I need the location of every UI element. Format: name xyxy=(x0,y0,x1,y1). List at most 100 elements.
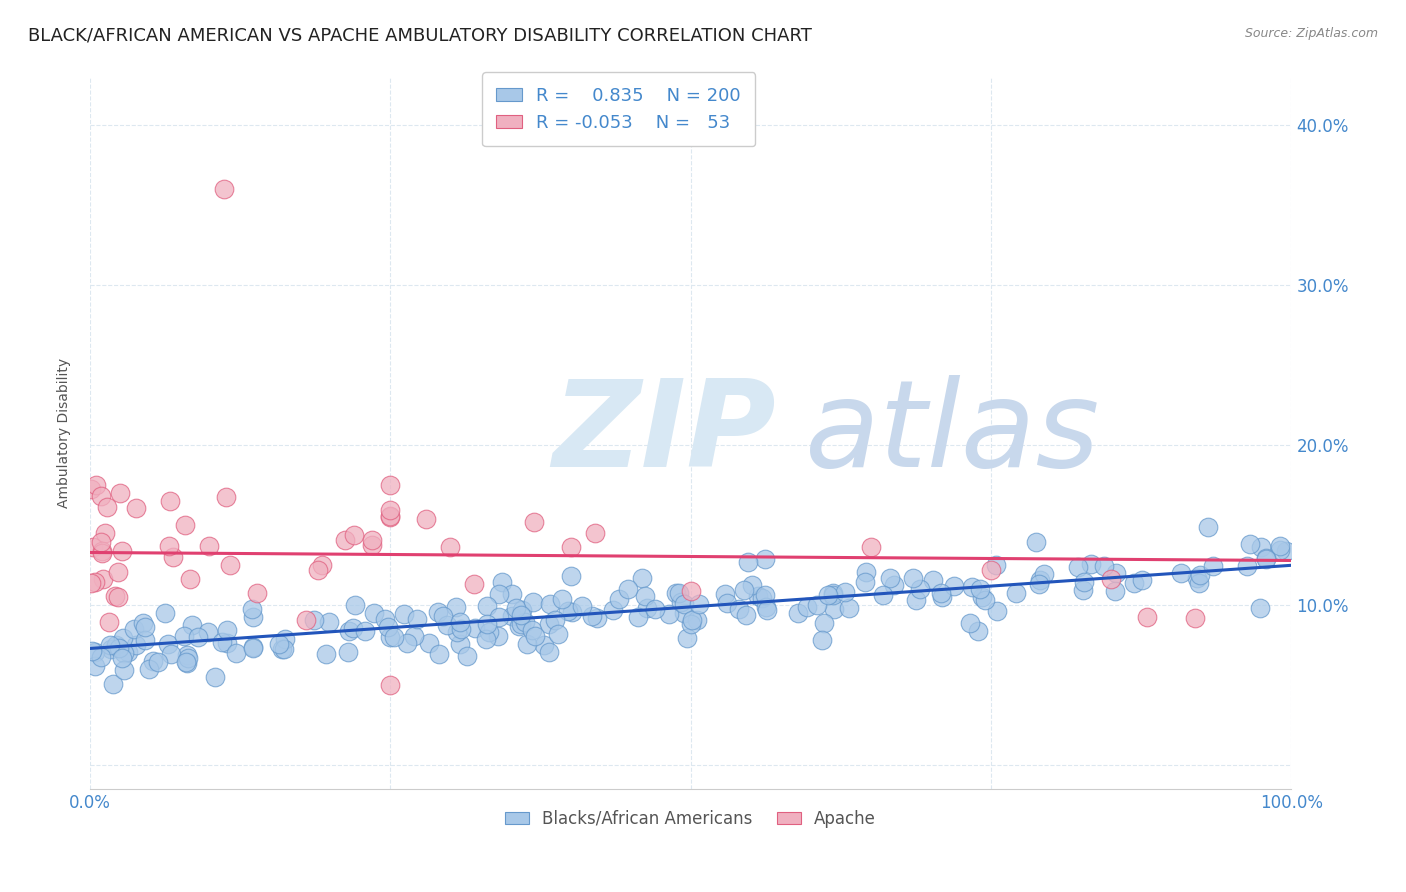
Point xyxy=(813,615,835,630)
Point xyxy=(980,562,1002,576)
Point xyxy=(1071,583,1094,598)
Point xyxy=(1033,567,1056,582)
Point xyxy=(215,623,238,637)
Point xyxy=(908,582,931,597)
Point xyxy=(1123,575,1146,590)
Point xyxy=(392,607,415,621)
Point xyxy=(520,624,543,638)
Point xyxy=(404,629,426,643)
Point xyxy=(872,588,894,602)
Point xyxy=(969,582,991,597)
Point xyxy=(986,604,1008,618)
Point xyxy=(509,608,531,623)
Point xyxy=(98,615,121,629)
Point xyxy=(108,641,131,656)
Point xyxy=(1005,586,1028,600)
Point xyxy=(360,538,382,552)
Point xyxy=(560,540,582,554)
Point xyxy=(523,516,546,530)
Point xyxy=(796,599,818,614)
Point xyxy=(373,612,395,626)
Point xyxy=(157,637,180,651)
Point xyxy=(96,500,118,514)
Point xyxy=(474,632,496,646)
Point xyxy=(333,533,356,547)
Point xyxy=(449,637,471,651)
Point xyxy=(427,647,450,661)
Point xyxy=(107,566,129,580)
Point xyxy=(174,518,197,533)
Point xyxy=(636,601,658,615)
Point xyxy=(132,615,155,630)
Point xyxy=(93,526,115,541)
Point xyxy=(343,528,366,542)
Point xyxy=(786,607,808,621)
Point xyxy=(377,620,399,634)
Point xyxy=(83,658,105,673)
Point xyxy=(755,599,778,614)
Text: BLACK/AFRICAN AMERICAN VS APACHE AMBULATORY DISABILITY CORRELATION CHART: BLACK/AFRICAN AMERICAN VS APACHE AMBULAT… xyxy=(28,27,813,45)
Point xyxy=(101,677,124,691)
Point xyxy=(246,586,269,600)
Point xyxy=(82,644,104,658)
Point xyxy=(672,606,695,620)
Point xyxy=(337,645,360,659)
Point xyxy=(100,642,122,657)
Point xyxy=(450,622,472,636)
Point xyxy=(631,570,654,584)
Point xyxy=(187,630,209,644)
Point xyxy=(486,629,509,643)
Point xyxy=(1268,542,1291,557)
Point xyxy=(747,589,769,603)
Point xyxy=(1073,575,1095,590)
Point xyxy=(415,512,437,526)
Point xyxy=(1105,566,1128,580)
Point xyxy=(155,606,177,620)
Point xyxy=(1130,573,1153,587)
Point xyxy=(112,663,135,677)
Point xyxy=(658,607,681,622)
Point xyxy=(83,645,105,659)
Point xyxy=(686,613,709,627)
Point xyxy=(733,582,755,597)
Point xyxy=(134,633,156,648)
Point xyxy=(342,621,364,635)
Point xyxy=(806,598,828,612)
Point xyxy=(242,610,264,624)
Point xyxy=(179,572,201,586)
Point xyxy=(90,650,112,665)
Point xyxy=(741,578,763,592)
Point xyxy=(522,595,544,609)
Point xyxy=(1188,576,1211,591)
Point xyxy=(444,600,467,615)
Point xyxy=(986,558,1008,573)
Point xyxy=(90,544,112,558)
Point xyxy=(159,494,181,508)
Point xyxy=(1250,540,1272,554)
Point xyxy=(488,587,510,601)
Point xyxy=(380,502,402,516)
Point xyxy=(174,655,197,669)
Point xyxy=(754,552,776,566)
Point xyxy=(138,662,160,676)
Point xyxy=(538,616,561,631)
Point xyxy=(219,558,242,572)
Point xyxy=(734,608,756,623)
Point xyxy=(180,617,202,632)
Point xyxy=(90,489,112,503)
Point xyxy=(354,624,377,639)
Point xyxy=(315,647,337,661)
Point xyxy=(307,563,329,577)
Point xyxy=(1185,571,1208,585)
Point xyxy=(524,630,547,644)
Point xyxy=(571,599,593,613)
Point xyxy=(713,586,735,600)
Point xyxy=(921,573,943,587)
Point xyxy=(311,558,333,573)
Point xyxy=(644,602,666,616)
Point xyxy=(583,526,606,541)
Point xyxy=(464,621,486,635)
Point xyxy=(737,555,759,569)
Point xyxy=(859,540,882,554)
Point xyxy=(463,577,485,591)
